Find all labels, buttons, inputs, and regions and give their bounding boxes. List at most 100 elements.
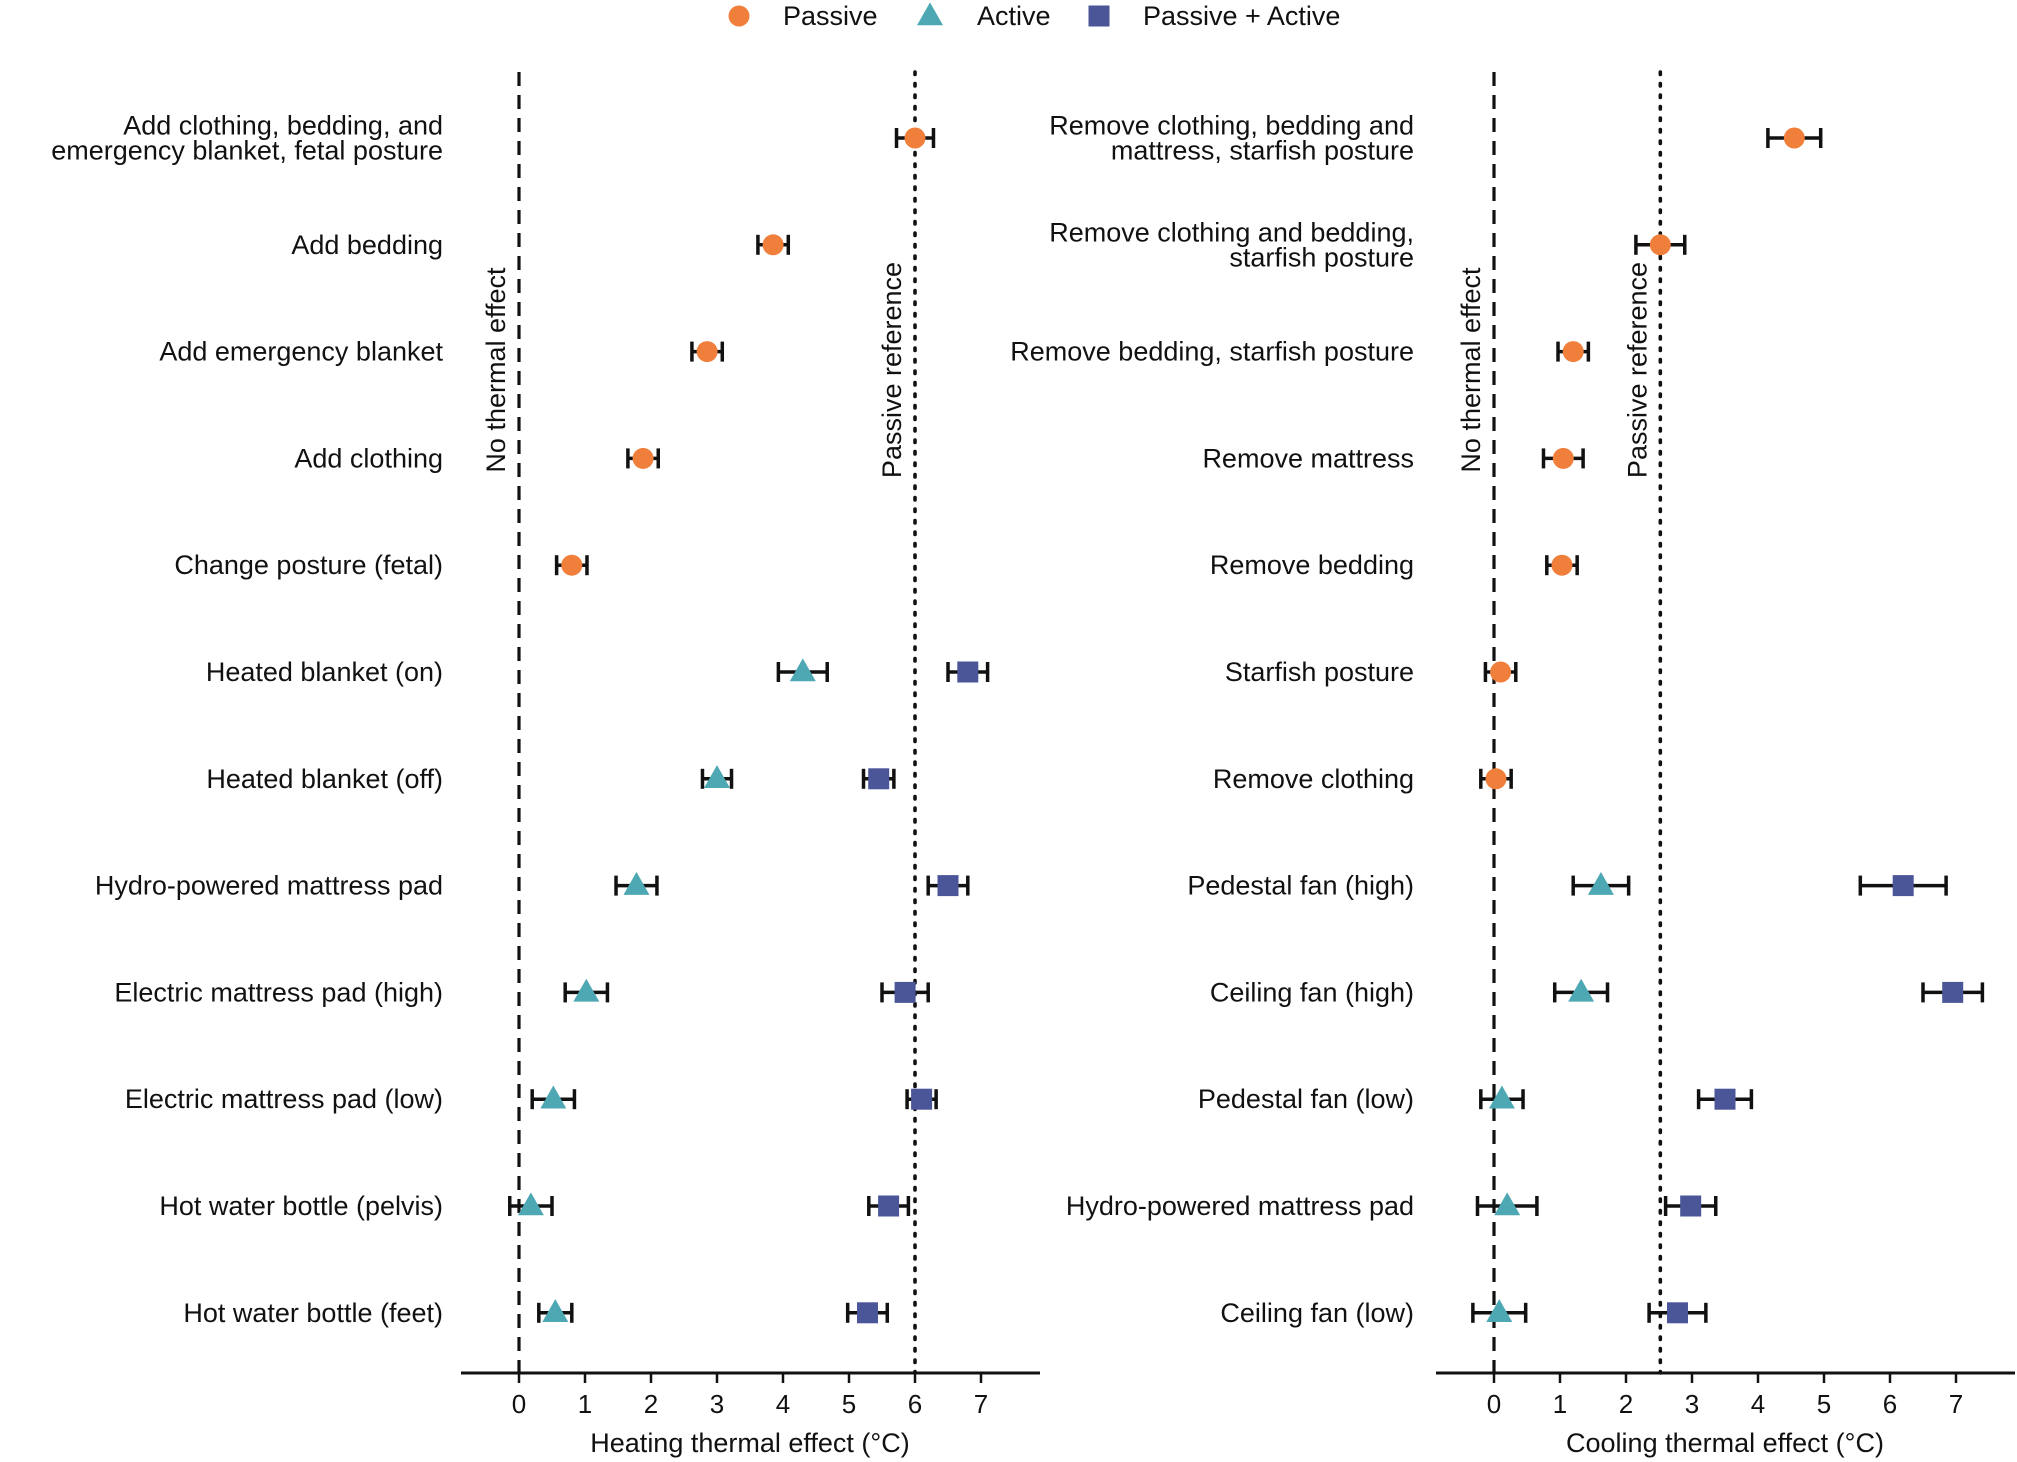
marker-passive: [762, 234, 784, 256]
marker-passive: [561, 554, 583, 576]
x-tick-label: 4: [776, 1389, 790, 1419]
marker-active: [1494, 1192, 1521, 1216]
reference-label-passive-reference: Passive reference: [1622, 262, 1652, 478]
data-point-active: [563, 978, 610, 1003]
marker-passive-active: [878, 1195, 900, 1217]
x-tick-label: 5: [1817, 1389, 1831, 1419]
x-tick-label: 6: [908, 1389, 922, 1419]
category-label: Hydro-powered mattress pad: [1066, 1191, 1414, 1221]
category-label: Add clothing, bedding, and emergency blan…: [51, 111, 443, 166]
marker-passive-active: [937, 875, 959, 897]
marker-passive: [1649, 234, 1671, 256]
x-axis-label: Heating thermal effect (°C): [590, 1428, 909, 1458]
marker-active: [789, 658, 816, 682]
x-tick-label: 0: [512, 1389, 526, 1419]
x-tick-label: 4: [1751, 1389, 1765, 1419]
data-point-passive-active: [926, 875, 970, 897]
x-tick-label: 3: [1685, 1389, 1699, 1419]
category-label: Add clothing: [294, 443, 443, 473]
reference-label-no-thermal-effect: No thermal effect: [1456, 267, 1486, 473]
category-label: Heated blanket (on): [206, 657, 443, 687]
legend-marker-passive-active: [1088, 5, 1110, 27]
legend-item-passive-active: Passive + Active: [1088, 1, 1340, 31]
marker-active: [1486, 1299, 1513, 1323]
legend-label: Passive + Active: [1143, 1, 1340, 31]
legend-label: Passive: [783, 1, 878, 31]
data-point-passive-active: [1696, 1088, 1754, 1110]
marker-passive-active: [894, 981, 916, 1003]
data-point-active: [776, 658, 829, 682]
data-point-active: [508, 1192, 554, 1216]
data-point-passive-active: [946, 661, 990, 683]
category-label: Remove clothing: [1213, 764, 1414, 794]
category-label: Pedestal fan (high): [1187, 871, 1414, 901]
data-point-passive-active: [1663, 1195, 1718, 1217]
x-tick-label: 2: [644, 1389, 658, 1419]
legend-marker-passive: [728, 5, 750, 27]
marker-passive: [632, 447, 654, 469]
marker-active: [517, 1192, 544, 1216]
x-tick-label: 7: [1949, 1389, 1963, 1419]
cooling-panel: No thermal effect Passive reference Remove…: [1010, 70, 2015, 1458]
x-tick-label: 1: [1553, 1389, 1567, 1419]
category-label: Add bedding: [291, 230, 443, 260]
category-label: Remove bedding: [1210, 550, 1414, 580]
marker-active: [542, 1299, 569, 1323]
category-label: Starfish posture: [1225, 657, 1414, 687]
category-label: Electric mattress pad (high): [114, 977, 443, 1007]
x-tick-label: 1: [578, 1389, 592, 1419]
marker-passive-active: [1942, 981, 1964, 1003]
marker-active: [540, 1085, 567, 1109]
marker-passive: [1551, 554, 1573, 576]
data-point-passive-active: [905, 1088, 938, 1110]
data-point-passive: [894, 127, 936, 149]
marker-active: [1587, 871, 1614, 895]
data-point-active: [530, 1085, 577, 1110]
marker-active: [1568, 978, 1595, 1002]
data-point-active: [1475, 1192, 1539, 1216]
data-point-active: [1479, 1085, 1525, 1110]
data-point-passive: [1483, 661, 1518, 683]
marker-active: [623, 871, 650, 895]
x-tick-label: 3: [710, 1389, 724, 1419]
data-point-passive: [554, 554, 589, 576]
marker-passive: [1783, 127, 1805, 149]
marker-passive: [1562, 341, 1584, 363]
data-point-active: [614, 871, 659, 896]
category-label: Electric mattress pad (low): [125, 1084, 443, 1114]
x-tick-label: 6: [1883, 1389, 1897, 1419]
category-label: Remove clothing and bedding, starfish pos…: [1049, 217, 1414, 272]
marker-passive: [904, 127, 926, 149]
marker-passive-active: [856, 1302, 878, 1324]
data-point-passive: [1556, 341, 1591, 363]
category-label: Remove bedding, starfish posture: [1010, 337, 1414, 367]
marker-passive-active: [957, 661, 979, 683]
reference-label-passive-reference: Passive reference: [877, 262, 907, 478]
marker-active: [704, 765, 730, 789]
marker-passive: [1552, 447, 1574, 469]
marker-passive: [1485, 768, 1507, 790]
data-point-passive: [1541, 447, 1585, 469]
data-point-passive-active: [880, 981, 930, 1003]
marker-passive-active: [1892, 875, 1914, 897]
data-point-active: [1471, 1299, 1528, 1323]
marker-passive-active: [911, 1088, 933, 1110]
data-point-active: [700, 765, 734, 789]
legend-item-passive: Passive: [728, 1, 878, 31]
data-point-passive-active: [1858, 875, 1948, 897]
data-point-passive: [1766, 127, 1823, 149]
data-point-active: [1552, 978, 1610, 1003]
data-point-passive-active: [1921, 981, 1985, 1003]
data-point-passive: [1479, 768, 1513, 790]
heating-panel: No thermal effect Passive reference Add cl…: [51, 70, 1040, 1458]
data-point-passive: [626, 447, 661, 469]
legend-item-active: Active: [917, 1, 1051, 31]
marker-passive-active: [868, 768, 890, 790]
x-tick-label: 0: [1487, 1389, 1501, 1419]
category-label: Change posture (fetal): [174, 550, 443, 580]
marker-passive: [696, 341, 718, 363]
marker-active: [573, 978, 600, 1002]
data-point-active: [1571, 871, 1631, 896]
x-tick-label: 7: [974, 1389, 988, 1419]
